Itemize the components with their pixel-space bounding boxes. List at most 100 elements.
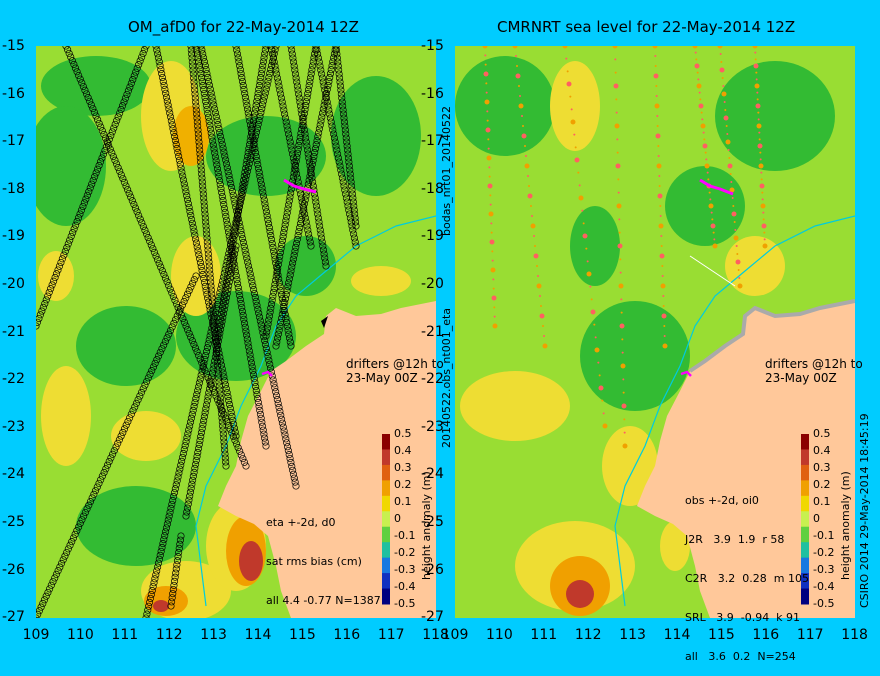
obs-point: [753, 63, 759, 69]
track-point: [230, 254, 238, 262]
track-point: [276, 322, 284, 330]
track-point: [271, 280, 279, 288]
track-point: [192, 456, 200, 464]
track-point: [207, 125, 215, 133]
obs-point: [711, 218, 714, 221]
track-point: [195, 440, 203, 449]
track-point: [203, 230, 211, 238]
track-point: [261, 89, 269, 97]
track-point: [94, 165, 102, 173]
track-point: [319, 242, 327, 250]
lon-tick-label: 117: [796, 627, 824, 643]
track-point: [188, 50, 196, 58]
track-point: [285, 134, 293, 142]
track-point: [207, 89, 215, 97]
track-point: [64, 46, 72, 54]
track-point: [205, 389, 213, 397]
track-point: [228, 266, 236, 274]
track-point: [92, 169, 100, 177]
obs-point: [658, 185, 661, 187]
track-point: [307, 242, 315, 250]
track-point: [37, 603, 45, 611]
obs-point: [521, 115, 523, 117]
obs-point: [658, 223, 664, 229]
track-point: [220, 200, 228, 208]
obs-point: [706, 171, 709, 174]
obs-point: [721, 91, 727, 97]
track-point: [260, 54, 268, 62]
track-point: [260, 93, 268, 101]
track-point: [313, 137, 321, 145]
track-point: [220, 204, 228, 212]
lat-tick-label: -21: [2, 323, 25, 340]
track-point: [76, 210, 84, 218]
track-point: [157, 263, 165, 271]
track-point: [206, 332, 214, 340]
track-point: [92, 487, 100, 495]
track-point: [44, 588, 52, 597]
left-map: [36, 46, 436, 618]
obs-point: [618, 231, 621, 234]
track-point: [217, 325, 225, 333]
track-point: [216, 329, 224, 337]
obs-point: [723, 101, 726, 103]
track-point: [203, 397, 211, 405]
track-point: [265, 224, 273, 232]
track-point: [319, 246, 328, 254]
track-point: [303, 94, 311, 102]
obs-point: [485, 82, 488, 85]
track-point: [279, 299, 287, 307]
track-point: [291, 161, 300, 169]
obs-point: [654, 55, 657, 57]
obs-point: [515, 73, 521, 79]
obs-point: [527, 193, 533, 199]
track-point: [245, 343, 253, 351]
track-point: [126, 414, 134, 422]
obs-point: [484, 99, 490, 105]
track-point: [131, 403, 139, 411]
track-point: [117, 171, 125, 179]
track-point: [264, 77, 272, 85]
track-point: [290, 474, 298, 482]
track-point: [182, 512, 190, 520]
track-point: [209, 97, 217, 105]
track-point: [185, 287, 193, 295]
track-point: [90, 490, 98, 498]
obs-point: [702, 131, 705, 134]
track-point: [135, 61, 143, 69]
obs-point: [661, 275, 664, 277]
obs-point: [731, 211, 737, 217]
track-point: [219, 309, 228, 318]
track-point: [63, 548, 71, 557]
obs-point: [738, 277, 741, 279]
track-point: [256, 410, 265, 418]
anomaly-high: [550, 61, 600, 151]
track-point: [296, 224, 304, 232]
colorbar-tick-label: -0.4: [813, 580, 835, 593]
track-point: [144, 606, 152, 614]
track-point: [227, 179, 235, 188]
track-point: [36, 322, 40, 330]
track-point: [247, 274, 255, 282]
obs-point: [589, 285, 592, 288]
track-point: [314, 214, 322, 222]
track-point: [282, 291, 290, 299]
track-point: [242, 175, 250, 183]
obs-point: [721, 77, 724, 79]
track-point: [57, 258, 65, 267]
obs-point: [712, 243, 718, 249]
track-point: [235, 287, 243, 296]
obs-point: [757, 118, 760, 121]
track-point: [193, 50, 201, 58]
track-point: [235, 203, 244, 211]
track-point: [67, 232, 75, 240]
track-point: [71, 530, 79, 538]
track-point: [229, 258, 237, 266]
track-point: [167, 117, 175, 125]
track-point: [272, 66, 280, 74]
track-point: [172, 481, 180, 489]
track-point: [281, 295, 290, 303]
track-point: [237, 195, 245, 203]
track-point: [281, 114, 289, 122]
track-point: [204, 340, 212, 348]
